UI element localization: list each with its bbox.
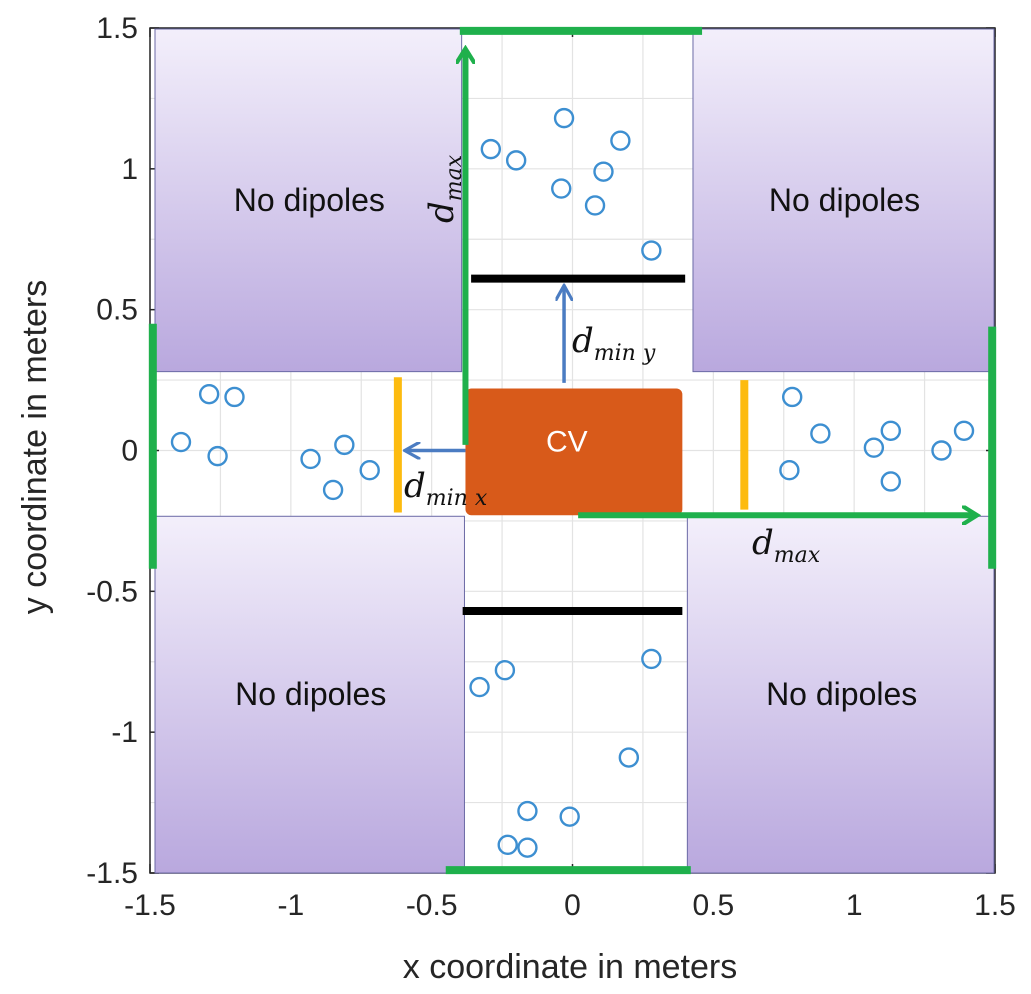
data-point	[782, 386, 803, 408]
data-point	[497, 834, 518, 856]
x-tick-label: 1.5	[974, 889, 1016, 922]
no-dipoles-label: No dipoles	[235, 676, 386, 712]
cv-block	[465, 388, 683, 516]
dmin-y-label: dmin y	[572, 321, 656, 366]
data-point	[170, 431, 192, 453]
data-point	[494, 660, 516, 681]
data-point	[779, 460, 800, 481]
no-dipoles-zone	[686, 515, 995, 874]
data-point	[618, 747, 640, 768]
data-point	[880, 420, 901, 441]
data-point	[517, 837, 538, 858]
x-tick-label: -1	[277, 889, 304, 922]
data-point	[553, 107, 575, 129]
data-point	[469, 676, 490, 698]
data-point	[559, 806, 580, 827]
y-tick-label: 1.5	[96, 12, 138, 45]
data-point	[505, 150, 527, 171]
data-points	[170, 107, 975, 858]
y-axis-title: y coordinate in meters	[16, 280, 54, 615]
data-point	[480, 138, 502, 160]
data-point	[641, 648, 662, 670]
x-tick-label: -1.5	[124, 889, 176, 922]
data-point	[551, 178, 572, 199]
y-tick-label: 1	[121, 153, 138, 186]
y-tick-label: -1.5	[86, 857, 138, 890]
dmin-x-label: dmin x	[404, 466, 488, 511]
data-point	[931, 440, 952, 461]
data-point	[224, 386, 245, 408]
data-point	[322, 479, 344, 501]
data-point	[359, 460, 380, 481]
data-point	[207, 445, 228, 467]
x-tick-label: 0.5	[692, 889, 734, 922]
data-point	[334, 434, 355, 456]
dmin-y-label-text: dmin y	[572, 321, 656, 366]
annotation-overlay: No dipoles No dipoles No dipoles No dipoles…	[148, 26, 997, 875]
dmax-label-vertical: dmax	[422, 154, 467, 223]
data-point	[953, 420, 975, 441]
dmax-label-horizontal: dmax	[752, 523, 821, 568]
x-tick-label: -0.5	[406, 889, 458, 922]
data-point	[863, 437, 885, 458]
data-point	[641, 240, 662, 261]
dmin-x-label-text: dmin x	[404, 466, 488, 511]
no-dipoles-zone	[154, 515, 465, 874]
dmax-label-horizontal-text: dmax	[752, 523, 821, 568]
data-point	[198, 383, 220, 405]
no-dipoles-zone	[692, 28, 995, 373]
data-point	[810, 423, 831, 444]
y-tick-label: 0.5	[96, 294, 138, 327]
no-dipoles-label: No dipoles	[769, 182, 920, 218]
dmax-label-vertical-text: dmax	[422, 154, 467, 223]
data-point	[593, 161, 614, 182]
no-dipoles-zone	[154, 28, 463, 373]
data-point	[610, 130, 631, 151]
cv-label: CV	[546, 426, 588, 459]
data-point	[300, 448, 321, 470]
y-tick-label: -0.5	[86, 575, 138, 608]
x-tick-label: 0	[564, 889, 581, 922]
data-point	[517, 800, 538, 822]
data-point	[584, 195, 606, 216]
data-point	[880, 471, 901, 492]
no-dipoles-label: No dipoles	[766, 676, 917, 712]
y-tick-label: -1	[111, 716, 138, 749]
y-tick-label: 0	[121, 435, 138, 468]
x-tick-label: 1	[846, 889, 863, 922]
no-dipoles-label: No dipoles	[234, 182, 385, 218]
x-axis-title: x coordinate in meters	[403, 948, 738, 986]
